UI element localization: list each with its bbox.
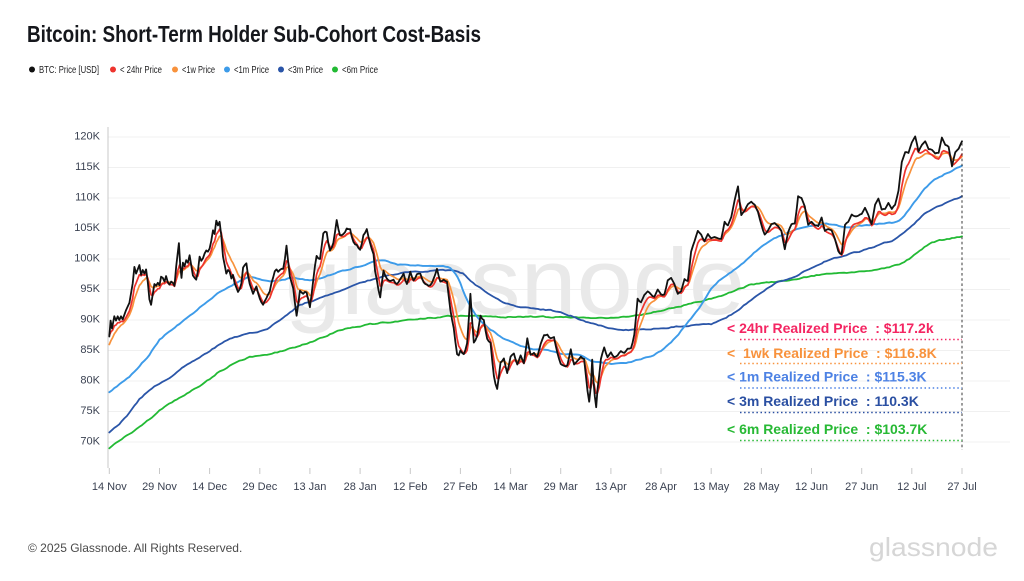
svg-text:120K: 120K: [74, 131, 100, 143]
svg-text:< 1wk Realized Price : $116.: < 1wk Realized Price : $116.8K: [727, 345, 937, 361]
svg-text:< 24hr Realized Price : $117.: < 24hr Realized Price : $117.2k: [727, 320, 934, 336]
svg-text:90K: 90K: [80, 314, 100, 326]
svg-text:70K: 70K: [80, 436, 100, 448]
svg-text:14 Dec: 14 Dec: [192, 481, 227, 493]
svg-text:< 6m Realized Price : $103.7K: < 6m Realized Price : $103.7K: [727, 421, 927, 437]
svg-text:13 Apr: 13 Apr: [595, 481, 627, 493]
svg-text:29 Dec: 29 Dec: [242, 481, 277, 493]
svg-text:29 Nov: 29 Nov: [142, 481, 177, 493]
svg-text:95K: 95K: [80, 283, 100, 295]
svg-text:80K: 80K: [80, 375, 100, 387]
svg-text:85K: 85K: [80, 344, 100, 356]
svg-text:<6m Price: <6m Price: [342, 65, 378, 76]
svg-text:< 3m Realized Price : 110.3K: < 3m Realized Price : 110.3K: [727, 393, 919, 409]
svg-text:110K: 110K: [75, 192, 101, 204]
svg-text:105K: 105K: [74, 222, 100, 234]
svg-text:Bitcoin: Short-Term Holder Sub: Bitcoin: Short-Term Holder Sub-Cohort Co…: [27, 21, 481, 47]
svg-text:glassnode: glassnode: [285, 229, 745, 334]
svg-text:BTC: Price [USD]: BTC: Price [USD]: [39, 65, 99, 76]
svg-text:28 Jan: 28 Jan: [344, 481, 377, 493]
svg-text:<1m Price: <1m Price: [234, 65, 269, 76]
svg-text:14 Mar: 14 Mar: [493, 481, 528, 493]
svg-text:13 Jan: 13 Jan: [293, 481, 326, 493]
svg-text:© 2025 Glassnode. All Rights R: © 2025 Glassnode. All Rights Reserved.: [28, 541, 242, 555]
svg-text:27 Jun: 27 Jun: [845, 481, 878, 493]
svg-text:13 May: 13 May: [693, 481, 730, 493]
svg-text:<3m Price: <3m Price: [288, 65, 323, 76]
svg-text:12 Jun: 12 Jun: [795, 481, 828, 493]
svg-text:100K: 100K: [74, 253, 100, 265]
svg-text:< 24hr Price: < 24hr Price: [120, 65, 162, 76]
svg-text:12 Jul: 12 Jul: [897, 481, 926, 493]
svg-text:29 Mar: 29 Mar: [544, 481, 579, 493]
svg-text:75K: 75K: [80, 405, 100, 417]
svg-text:27 Jul: 27 Jul: [947, 481, 976, 493]
svg-text:28 Apr: 28 Apr: [645, 481, 677, 493]
svg-text:12 Feb: 12 Feb: [393, 481, 427, 493]
svg-text:115K: 115K: [75, 161, 101, 173]
svg-text:27 Feb: 27 Feb: [443, 481, 477, 493]
svg-text:< 1m Realized Price : $115.3K: < 1m Realized Price : $115.3K: [727, 369, 927, 385]
svg-text:14 Nov: 14 Nov: [92, 481, 127, 493]
svg-text:<1w Price: <1w Price: [182, 65, 215, 76]
svg-text:28 May: 28 May: [743, 481, 780, 493]
svg-text:glassnode: glassnode: [869, 532, 998, 562]
